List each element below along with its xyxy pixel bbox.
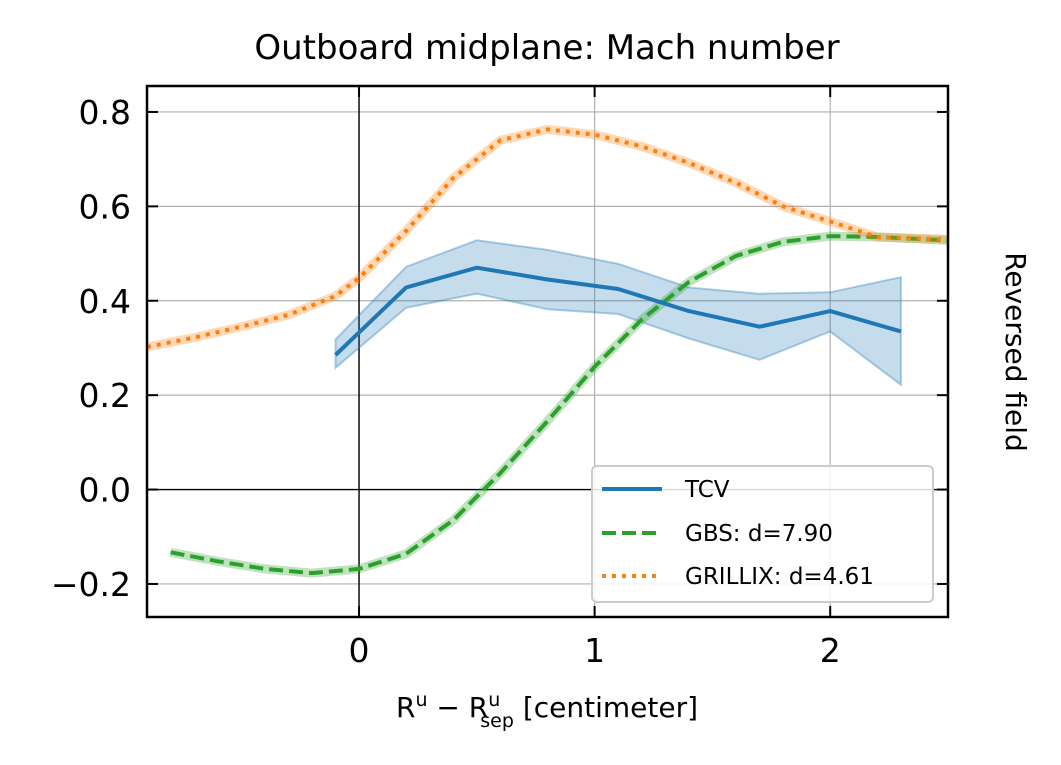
legend: TCV GBS: d=7.90 GRILLIX: d=4.61 bbox=[591, 465, 934, 603]
legend-box bbox=[591, 465, 934, 603]
x-label-minus: − bbox=[427, 691, 468, 724]
y-tick-label-4: 0.6 bbox=[79, 187, 131, 226]
x-label-sub2: sep bbox=[480, 710, 514, 732]
axis-ticks: 0 1 2 −0.2 0.0 0.2 0.4 0.6 0.8 bbox=[51, 86, 948, 670]
x-label-unit: [centimeter] bbox=[514, 691, 698, 724]
x-tick-label-1: 1 bbox=[584, 631, 605, 670]
y-tick-label-0: −0.2 bbox=[51, 565, 131, 604]
legend-label-grillix: GRILLIX: d=4.61 bbox=[685, 564, 874, 590]
y-tick-label-2: 0.2 bbox=[79, 376, 131, 415]
x-label-base: R bbox=[396, 691, 415, 724]
tcv-uncertainty-band bbox=[334, 239, 902, 387]
side-label: Reversed field bbox=[999, 252, 1032, 452]
legend-label-gbs: GBS: d=7.90 bbox=[685, 521, 833, 547]
grid bbox=[147, 86, 948, 617]
grillix-halo bbox=[147, 124, 948, 352]
x-tick-label-0: 0 bbox=[349, 631, 370, 670]
x-tick-label-2: 2 bbox=[820, 631, 841, 670]
x-label-base2: R bbox=[469, 691, 488, 724]
legend-label-tcv: TCV bbox=[684, 477, 730, 503]
plot-area bbox=[147, 124, 948, 578]
plot-frame bbox=[145, 84, 950, 619]
x-label-sup1: u bbox=[415, 689, 427, 711]
tcv-line bbox=[334, 265, 902, 357]
y-tick-label-3: 0.4 bbox=[79, 282, 131, 321]
x-axis-label: Ru − Ru sep [centimeter] bbox=[396, 689, 698, 732]
y-tick-label-1: 0.0 bbox=[79, 471, 131, 510]
x-label-sup2: u bbox=[488, 689, 500, 711]
y-tick-label-5: 0.8 bbox=[79, 93, 131, 132]
gbs-line bbox=[170, 234, 948, 576]
chart-title: Outboard midplane: Mach number bbox=[254, 28, 839, 68]
